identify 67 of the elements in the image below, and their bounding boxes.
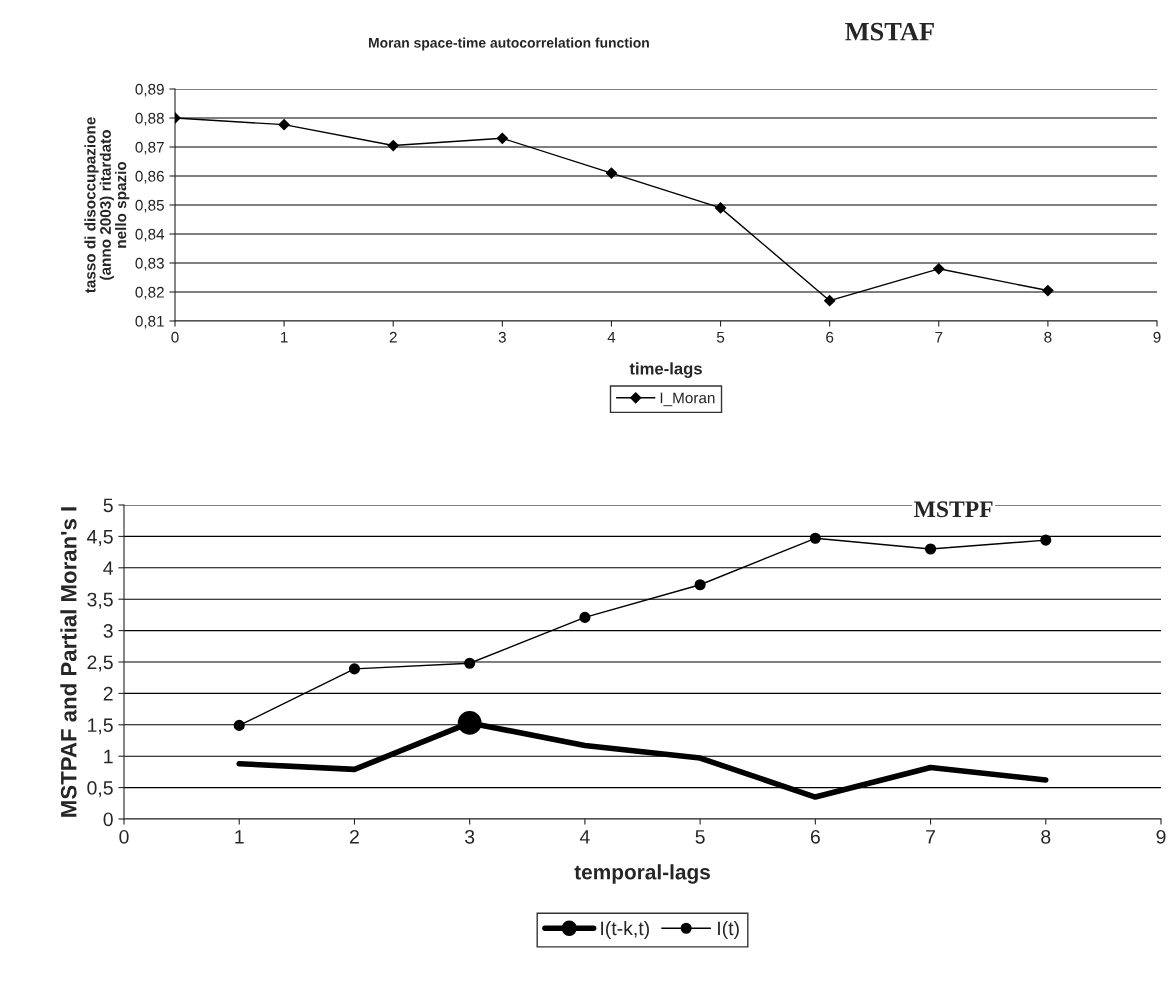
x-tick-label: 8: [1041, 829, 1051, 844]
y-tick-label: 0: [103, 812, 113, 827]
y-tick-label: 0,5: [87, 781, 113, 798]
y-tick-label: 0,86: [135, 170, 164, 184]
y-axis-title: tasso di disoccupazione (anno 2003) ritardato nello spazio: [84, 117, 130, 294]
y-tick-label: 3,5: [87, 592, 113, 609]
y-tick-label: 0,87: [135, 141, 164, 155]
x-tick-label: 9: [1153, 331, 1161, 343]
text: MSTAF: [845, 22, 934, 41]
point: [348, 663, 361, 675]
x-tick-label: 7: [935, 331, 943, 343]
x-tick-label: 2: [350, 829, 359, 844]
point: [457, 711, 482, 735]
x-tick-label: 6: [810, 829, 820, 844]
point: [824, 295, 836, 307]
y-tick-label: 5: [103, 498, 113, 513]
point: [233, 719, 245, 731]
point: [496, 132, 508, 144]
y-tick-label: 0,83: [135, 257, 164, 271]
legend-label: I(t): [718, 920, 739, 940]
chart-title: Moran space-time autocorrelation function: [368, 37, 649, 51]
x-tick-label: 5: [716, 331, 725, 343]
x-tick-label: 2: [389, 331, 397, 343]
y-tick-label: 0,88: [135, 112, 164, 126]
y-tick-label: 2: [103, 686, 113, 701]
point: [1042, 284, 1054, 297]
point: [278, 119, 290, 131]
y-tick-label: 0,84: [135, 228, 165, 242]
point: [464, 657, 476, 669]
y-axis-title: MSTPAF and Partial Moran's I: [60, 507, 77, 817]
x-tick-label: 7: [926, 830, 935, 844]
y-tick-label: 2,5: [87, 655, 113, 672]
x-tick-label: 4: [579, 830, 590, 844]
point: [579, 611, 591, 623]
y-tick-label: 0,81: [135, 315, 164, 329]
x-tick-label: 8: [1044, 331, 1052, 343]
x-tick-label: 3: [498, 331, 506, 343]
annotation: MSTPF: [914, 501, 993, 518]
x-tick-label: 0: [171, 331, 179, 343]
y-tick-label: 0,89: [135, 83, 164, 97]
y-tick-label: 3: [103, 624, 113, 638]
x-tick-label: 5: [695, 830, 705, 844]
x-tick-label: 1: [235, 830, 244, 844]
y-tick-label: 0,85: [135, 199, 164, 213]
point: [605, 167, 618, 179]
legend-label: I(t-k,t): [601, 920, 649, 940]
x-tick-label: 9: [1156, 829, 1166, 844]
point: [694, 579, 706, 591]
x-axis-title: time-lags: [629, 362, 702, 378]
point: [924, 543, 937, 555]
point: [933, 263, 945, 275]
x-tick-label: 4: [607, 331, 616, 343]
y-tick-label: 1: [104, 749, 113, 764]
x-tick-label: 3: [465, 829, 475, 844]
y-tick-label: 4,5: [87, 530, 113, 546]
point: [714, 202, 727, 214]
y-tick-label: 4: [103, 561, 114, 575]
point: [1040, 534, 1052, 546]
legend-label: I_Moran: [660, 392, 715, 407]
y-tick-label: 1,5: [88, 718, 113, 735]
x-tick-label: 0: [119, 829, 129, 844]
x-tick-label: 1: [281, 331, 288, 343]
x-tick-label: 6: [826, 331, 834, 343]
y-tick-label: 0,82: [135, 286, 164, 300]
point: [387, 139, 399, 152]
x-axis-title: temporal-lags: [574, 864, 710, 884]
point: [809, 532, 821, 544]
